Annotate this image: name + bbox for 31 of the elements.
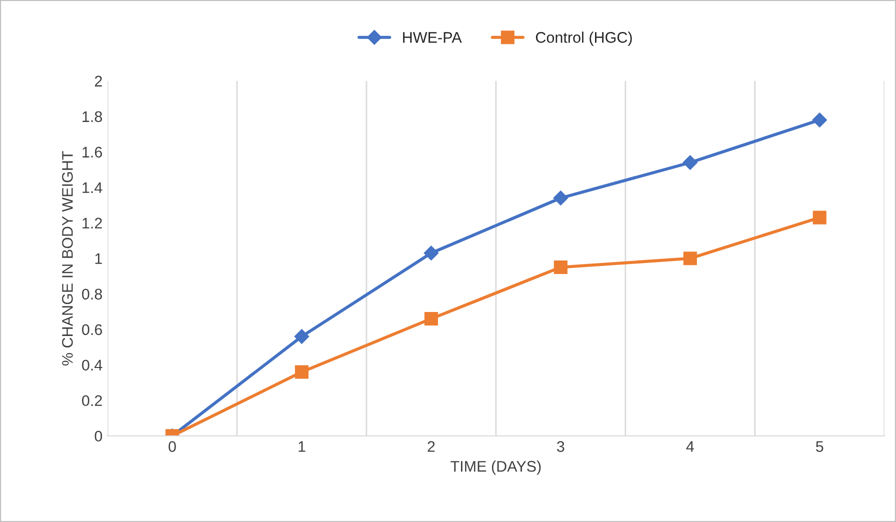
x-axis-title: TIME (DAYS) [450,460,541,475]
y-tick-label: 1.4 [82,182,102,193]
legend-label: HWE-PA [403,32,462,43]
y-tick-label: 1.2 [82,218,102,228]
point [812,210,826,224]
point [812,112,828,128]
point [294,329,310,344]
point [683,252,697,266]
legend-label: Control (HGC) [536,32,632,46]
x-tick-label: 2 [428,441,435,452]
point [294,365,308,379]
y-tick-label: 0 [94,430,102,442]
x-tick-label: 0 [168,441,176,452]
y-tick-label: 0.4 [82,360,102,371]
x-tick-label: 5 [816,441,824,452]
y-tick-label: 0.2 [82,395,102,406]
y-tick-label: 0.8 [82,288,102,300]
y-tick-label: 1.6 [82,146,102,158]
point [424,246,439,260]
x-tick-label: 4 [686,441,694,452]
point [682,155,698,170]
x-tick-label: 1 [298,441,306,452]
x-tick-label: 3 [557,441,564,452]
point [424,312,438,326]
y-axis-title: % CHANGE IN BODY WEIGHT [62,151,73,366]
y-tick-label: 1.8 [82,111,102,122]
y-tick-label: 2 [94,76,102,86]
point [553,190,568,206]
point [554,260,568,274]
y-tick-label: 1 [95,253,102,264]
y-tick-label: 0.6 [82,324,102,336]
